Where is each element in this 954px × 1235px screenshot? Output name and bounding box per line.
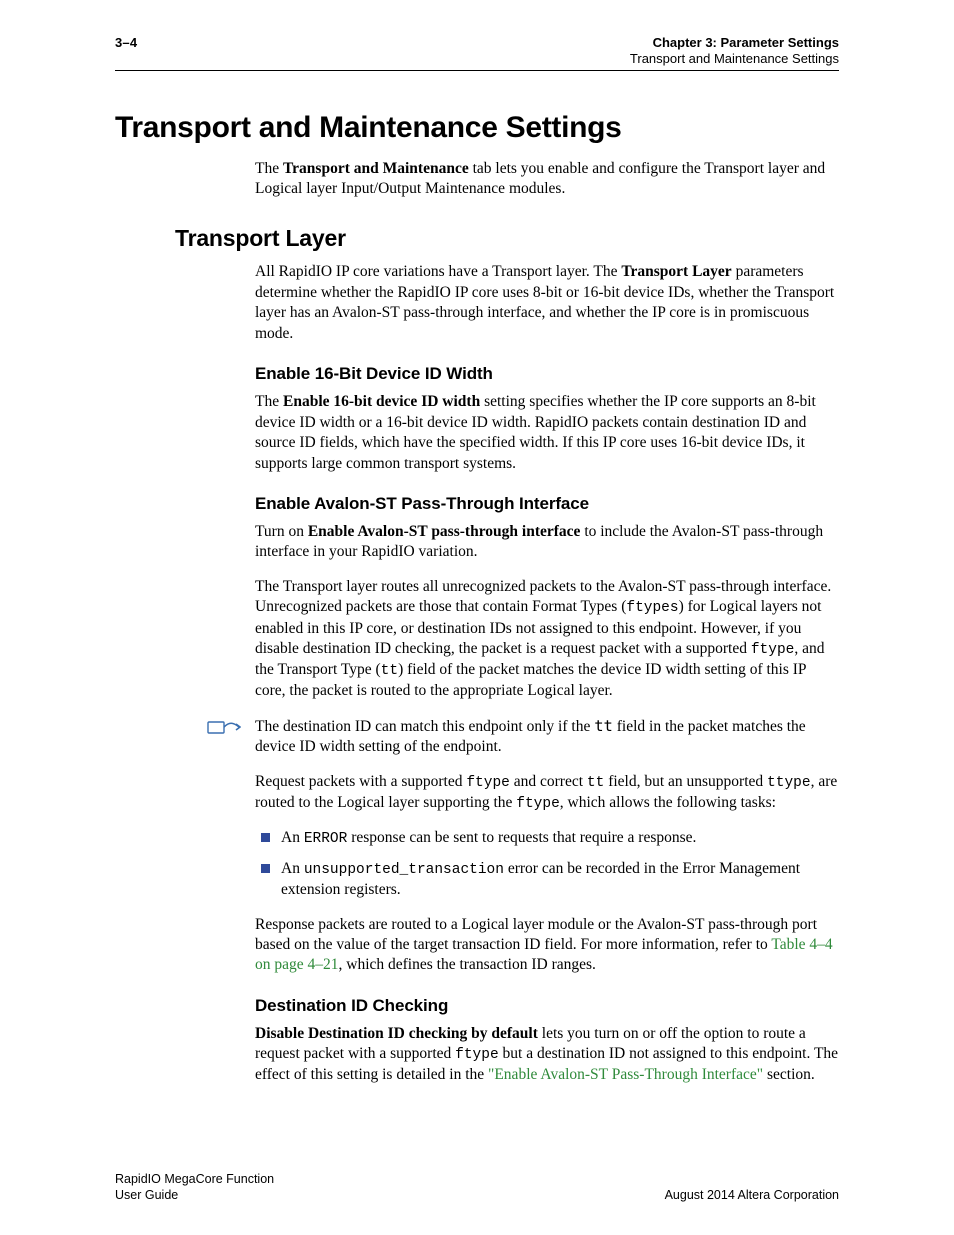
heading-avalon-st: Enable Avalon-ST Pass-Through Interface	[115, 494, 839, 514]
section-label: Transport and Maintenance Settings	[630, 51, 839, 67]
page-header: 3–4 Chapter 3: Parameter Settings Transp…	[115, 35, 839, 71]
header-right: Chapter 3: Parameter Settings Transport …	[630, 35, 839, 68]
response-paragraph: Response packets are routed to a Logical…	[115, 915, 839, 976]
heading-transport-layer: Transport Layer	[115, 225, 839, 252]
note-pointer-icon	[115, 716, 255, 741]
transport-paragraph: All RapidIO IP core variations have a Tr…	[115, 262, 839, 344]
avalon-p1: Turn on Enable Avalon-ST pass-through in…	[115, 522, 839, 563]
enable16-paragraph: The Enable 16-bit device ID width settin…	[115, 392, 839, 474]
note-block: The destination ID can match this endpoi…	[115, 716, 839, 758]
heading-destination-id: Destination ID Checking	[115, 996, 839, 1016]
page: 3–4 Chapter 3: Parameter Settings Transp…	[0, 0, 954, 1235]
avalon-p2: The Transport layer routes all unrecogni…	[115, 577, 839, 702]
intro-paragraph: The Transport and Maintenance tab lets y…	[115, 159, 839, 200]
page-number: 3–4	[115, 35, 137, 50]
page-footer: RapidIO MegaCore Function User Guide Aug…	[115, 1171, 839, 1204]
task-list: An ERROR response can be sent to request…	[115, 828, 839, 901]
heading-1: Transport and Maintenance Settings	[115, 111, 839, 145]
chapter-label: Chapter 3: Parameter Settings	[630, 35, 839, 51]
list-item: An ERROR response can be sent to request…	[255, 828, 839, 849]
heading-enable-16bit: Enable 16-Bit Device ID Width	[115, 364, 839, 384]
section-ref-link[interactable]: "Enable Avalon-ST Pass-Through Interface…	[488, 1066, 763, 1083]
destination-paragraph: Disable Destination ID checking by defau…	[115, 1024, 839, 1086]
request-paragraph: Request packets with a supported ftype a…	[115, 772, 839, 814]
list-item: An unsupported_transaction error can be …	[255, 859, 839, 901]
footer-left: RapidIO MegaCore Function User Guide	[115, 1171, 274, 1204]
footer-right: August 2014 Altera Corporation	[665, 1187, 839, 1203]
note-text: The destination ID can match this endpoi…	[255, 716, 839, 758]
